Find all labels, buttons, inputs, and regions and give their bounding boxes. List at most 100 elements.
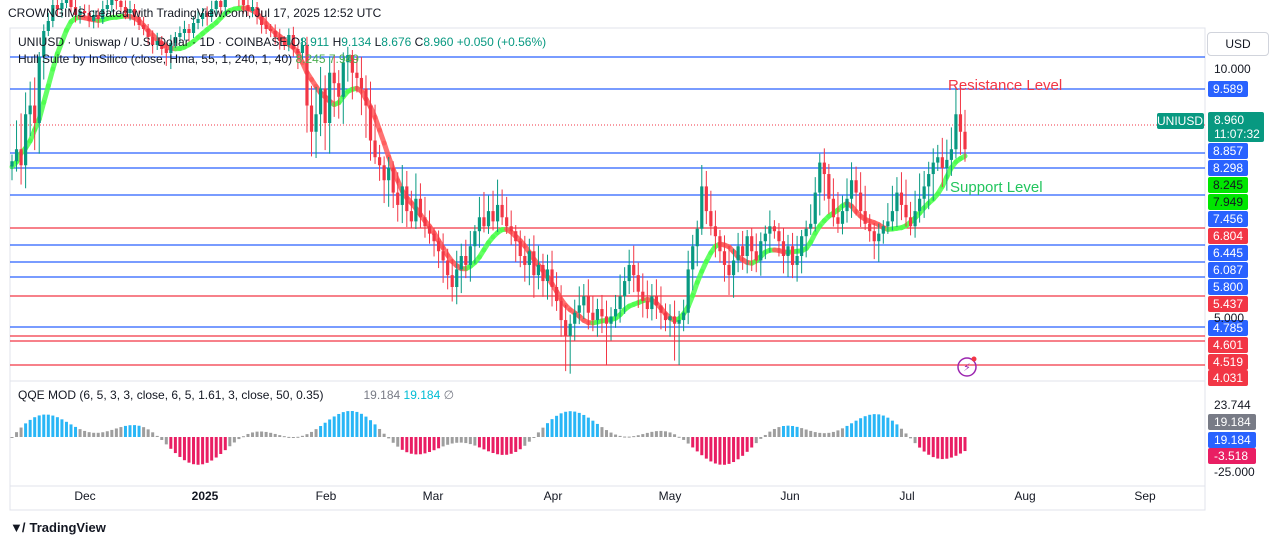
level-label: 7.456 (1213, 212, 1243, 226)
symbol-title[interactable]: UNIUSD · Uniswap / U.S. Dollar · 1D · CO… (18, 35, 288, 49)
candle-body (541, 264, 545, 282)
qqe-bar (568, 411, 572, 437)
hull-segment (957, 153, 968, 162)
qqe-bar (591, 420, 595, 437)
hull-value-2: 7.949 (328, 52, 359, 66)
level-label-bg (1208, 262, 1248, 278)
candle-body (123, 7, 128, 13)
qqe-bar (818, 432, 822, 437)
qqe-bar (350, 411, 354, 437)
qqe-bar (500, 437, 504, 455)
qqe-bar (936, 437, 940, 459)
qqe-bar (954, 437, 958, 456)
candle-body (849, 180, 854, 199)
annotations: Resistance Level Support Level ⚡ (948, 77, 1062, 377)
qqe-bar (573, 411, 577, 437)
candle-body (83, 11, 87, 13)
candle-body (64, 0, 69, 3)
candle-body (564, 320, 568, 336)
candle-body (759, 241, 763, 261)
candle-body (586, 296, 590, 313)
qqe-bar (809, 430, 813, 437)
qqe-bar (545, 423, 549, 437)
level-label: 6.804 (1213, 229, 1243, 243)
candle-body (809, 223, 813, 229)
qqe-bar (33, 417, 37, 437)
candle-body (387, 167, 391, 181)
qqe-bar (863, 416, 867, 437)
candle-body (246, 5, 250, 11)
qqe-bar (355, 411, 359, 437)
candle-body (155, 41, 159, 45)
candle-body (423, 217, 427, 227)
candle-body (741, 246, 745, 257)
qqe-bar (840, 428, 844, 437)
qqe-bar (482, 437, 486, 450)
candle-body (291, 35, 295, 49)
candle-body (323, 88, 327, 124)
qqe-bar (55, 417, 59, 437)
qqe-bar (110, 429, 114, 437)
qqe-bar (51, 415, 55, 437)
candle-body (954, 114, 958, 150)
candle-body (368, 105, 373, 141)
candle-body (373, 140, 377, 158)
qqe-bar (695, 437, 699, 452)
candle-body (160, 41, 164, 49)
qqe-bar (523, 437, 527, 446)
candle-body (949, 149, 953, 160)
qqe-axis-label: 23.744 (1214, 398, 1251, 412)
qqe-bar (378, 428, 382, 437)
candle-body (831, 198, 835, 218)
notification-dot-icon (971, 356, 977, 362)
candle-body (722, 251, 727, 265)
candle-body (455, 269, 459, 287)
qqe-bar (868, 414, 872, 437)
qqe-bar (854, 420, 858, 437)
qqe-bar (300, 435, 304, 437)
candle-body (514, 231, 518, 242)
candle-body (477, 217, 482, 232)
candle-body (314, 114, 318, 132)
qqe-bar (550, 419, 554, 437)
qqe-bar (927, 437, 931, 455)
candle-body (96, 15, 100, 19)
qqe-bar (87, 432, 91, 437)
candle-body (559, 301, 563, 321)
qqe-bar (958, 437, 962, 454)
currency-button[interactable]: USD (1207, 32, 1269, 56)
qqe-bar (704, 437, 708, 459)
candle-body (859, 192, 863, 212)
candle-body (377, 157, 382, 166)
qqe-bar (509, 437, 513, 454)
time-axis-labels: Dec 2025 Feb Mar Apr May Jun Jul Aug Sep (74, 489, 1156, 503)
qqe-label[interactable]: QQE MOD (6, 5, 3, 3, close, 6, 5, 1.61, … (18, 388, 324, 402)
qqe-bar (396, 437, 400, 447)
candle-body (55, 5, 59, 9)
hull-axis-label: 8.245 (1213, 178, 1243, 192)
candle-body (777, 231, 781, 242)
candle-body (677, 320, 681, 324)
symbol-tag-bg (1157, 113, 1204, 129)
qqe-bar (722, 437, 726, 465)
level-label-bg (1208, 370, 1248, 386)
qqe-bar (654, 431, 658, 437)
time-tick: 2025 (192, 489, 219, 503)
hull-segment (50, 51, 60, 72)
candle-body (668, 316, 672, 321)
qqe-bar (577, 412, 581, 437)
candle-body (523, 256, 527, 265)
qqe-bar (173, 437, 177, 454)
candle-body (695, 228, 699, 247)
qqe-bar (804, 429, 808, 437)
qqe-bar (673, 434, 677, 437)
qqe-bar (323, 422, 327, 437)
qqe-bar (609, 432, 613, 437)
candle-body (568, 323, 572, 336)
candle-body (105, 5, 109, 9)
hull-label[interactable]: Hull Suite by InSilico (close, Hma, 55, … (18, 52, 293, 66)
hull-segment (45, 66, 56, 89)
qqe-bar (182, 437, 186, 461)
time-tick: Aug (1014, 489, 1035, 503)
